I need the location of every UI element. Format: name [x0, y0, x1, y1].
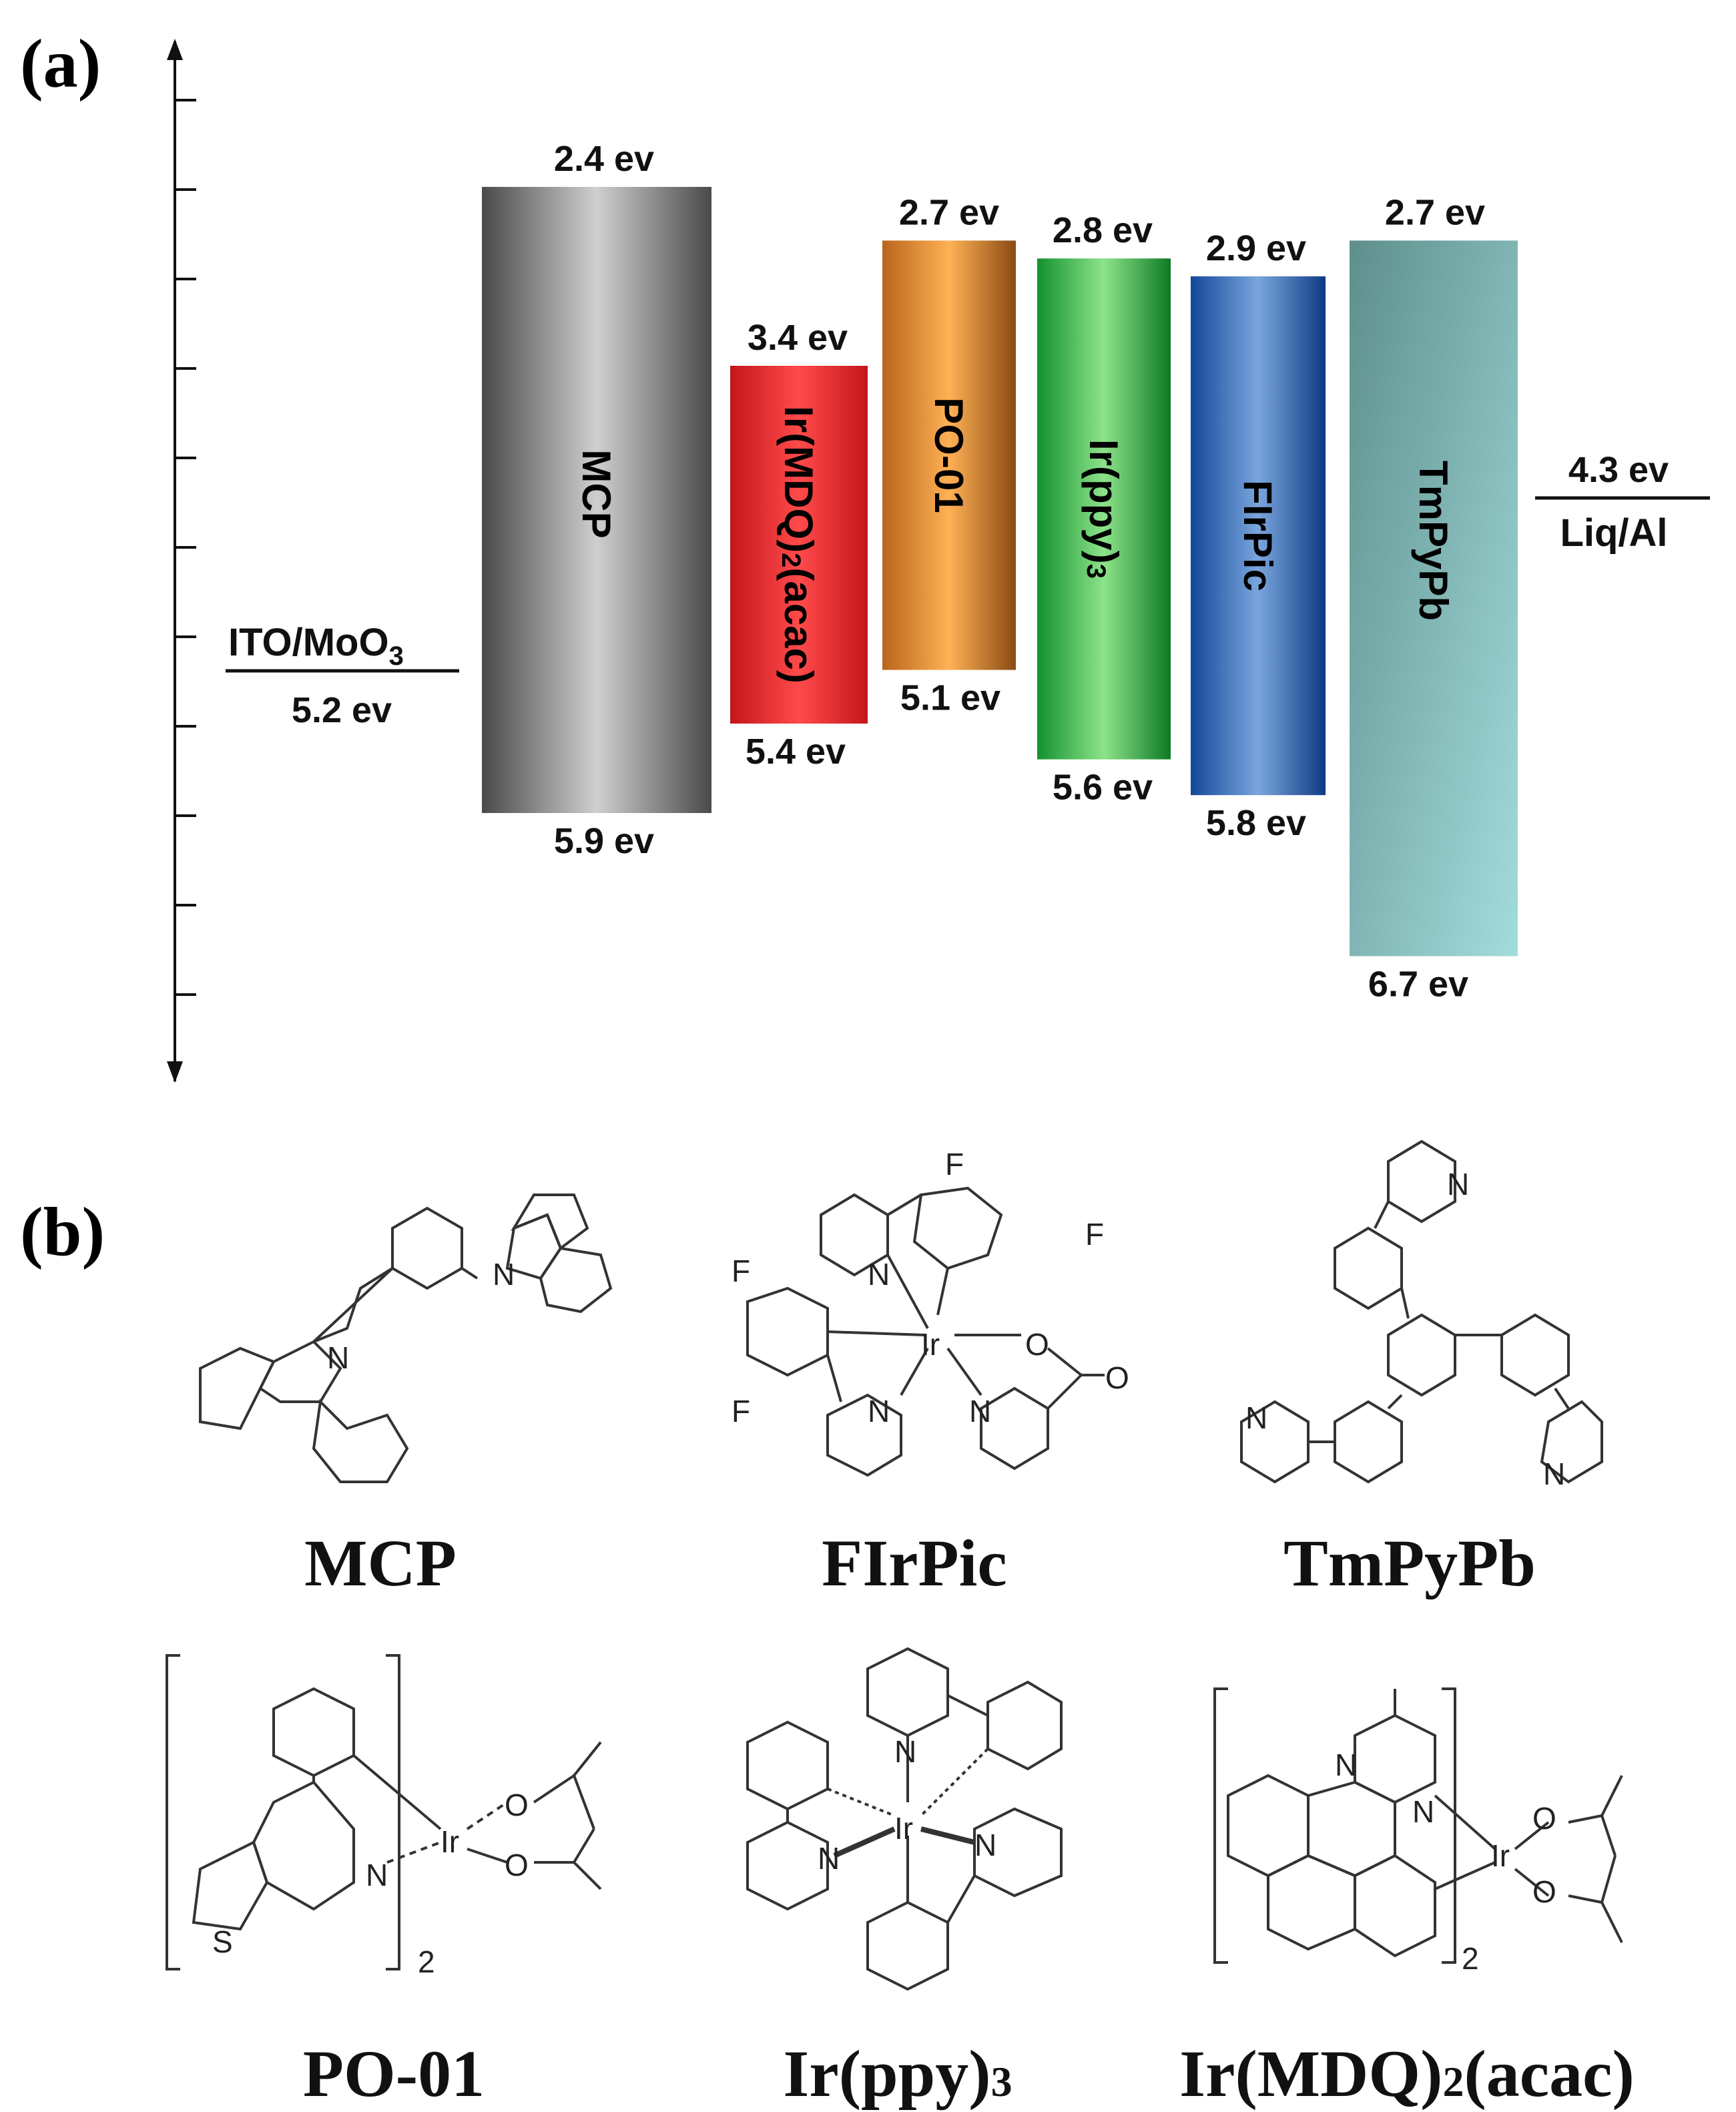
irmdq-n-atom-1: N [1335, 1748, 1357, 1782]
lumo-label-irppy3: 2.8 ev [1053, 210, 1153, 250]
irppy3-structure [746, 1647, 1063, 1991]
tmpypb-n-atom-1: N [1447, 1167, 1469, 1202]
firpic-n-atom-3: N [969, 1394, 991, 1428]
energy-bar-firpic [1191, 276, 1326, 796]
homo-label-irmdq2acac: 5.4 ev [746, 732, 846, 772]
bar-name-irppy3: Ir(ppy)3 [1081, 439, 1127, 579]
homo-label-po01: 5.1 ev [900, 678, 1000, 718]
firpic-ir-atom: Ir [921, 1327, 940, 1362]
energy-axis [167, 39, 196, 1083]
tmpypb-n-atom-2: N [1245, 1400, 1267, 1435]
tmpypb-n-atom-3: N [1543, 1457, 1565, 1491]
irmdq-n-atom-2: N [1412, 1794, 1434, 1829]
anode-level: ITO/MoO3 5.2 ev [226, 621, 459, 730]
po01-s-atom: S [212, 1924, 233, 1959]
po01-subscript: 2 [418, 1944, 435, 1979]
anode-value: 5.2 ev [292, 690, 392, 730]
bar-name-mcp: MCP [575, 449, 619, 538]
molecule-name-mcp: MCP [304, 1526, 457, 1600]
firpic-n-atom-2: N [868, 1394, 890, 1428]
firpic-o-atom-2: O [1105, 1360, 1129, 1395]
irmdq2acac-structure [1213, 1687, 1623, 1964]
po01-o-atom-2: O [505, 1848, 529, 1882]
energy-bar-po01 [882, 240, 1016, 670]
irppy3-n-atom-2: N [818, 1841, 840, 1876]
mcp-n-atom-1: N [493, 1257, 515, 1292]
po01-structure [166, 1654, 602, 1970]
lumo-label-firpic: 2.9 ev [1206, 228, 1306, 268]
irmdq-o-atom-1: O [1532, 1801, 1556, 1836]
lumo-label-tmpypb: 2.7 ev [1385, 192, 1485, 232]
bar-name-irmdq2acac: Ir(MDQ)2(acac) [776, 406, 822, 684]
energy-bar-tmpypb [1350, 240, 1518, 957]
mcp-structure [199, 1194, 613, 1483]
mcp-n-atom-2: N [327, 1340, 349, 1375]
irppy3-n-atom-3: N [974, 1828, 996, 1862]
bar-name-tmpypb: TmPyPb [1412, 461, 1456, 621]
po01-ir-atom: Ir [441, 1824, 459, 1859]
firpic-n-atom-1: N [868, 1257, 890, 1292]
panel-b-label: (b) [20, 1194, 105, 1270]
energy-bar-irppy3 [1037, 258, 1171, 760]
lumo-label-po01: 2.7 ev [899, 192, 999, 232]
molecule-name-po01: PO-01 [303, 2037, 485, 2111]
po01-o-atom-1: O [505, 1788, 529, 1822]
firpic-f-atom-3: F [732, 1254, 750, 1288]
homo-label-firpic: 5.8 ev [1206, 803, 1306, 843]
homo-label-mcp: 5.9 ev [554, 821, 654, 861]
bar-name-firpic: FIrPic [1236, 480, 1281, 591]
irmdq-subscript: 2 [1462, 1941, 1479, 1976]
energy-bar-irmdq2acac [730, 366, 868, 724]
firpic-f-atom-1: F [945, 1147, 964, 1181]
energy-bar-mcp [482, 187, 711, 813]
firpic-f-atom-2: F [1085, 1217, 1104, 1252]
tmpypb-structure [1240, 1139, 1603, 1484]
anode-name: ITO/MoO3 [228, 621, 404, 671]
lumo-label-mcp: 2.4 ev [554, 139, 654, 179]
cathode-name: Liq/Al [1560, 511, 1667, 555]
molecule-name-firpic: FIrPic [822, 1526, 1007, 1600]
panel-a-label: (a) [20, 25, 101, 102]
firpic-o-atom-1: O [1025, 1327, 1049, 1362]
firpic-structure [746, 1186, 1105, 1477]
irmdq-ir-atom: Ir [1491, 1838, 1510, 1873]
irmdq-o-atom-2: O [1532, 1874, 1556, 1909]
cathode-level: 4.3 ev Liq/Al [1535, 450, 1710, 555]
cathode-value: 4.3 ev [1568, 450, 1669, 490]
molecule-name-irppy3: Ir(ppy)3 [783, 2037, 1012, 2111]
homo-label-irppy3: 5.6 ev [1053, 768, 1153, 808]
lumo-label-irmdq2acac: 3.4 ev [748, 318, 848, 358]
molecule-name-irmdq2acac: Ir(MDQ)2(acac) [1179, 2037, 1635, 2111]
molecule-name-tmpypb: TmPyPb [1283, 1526, 1536, 1600]
irppy3-n-atom-1: N [894, 1734, 916, 1769]
bar-name-po01: PO-01 [927, 397, 972, 513]
irppy3-ir-atom: Ir [894, 1811, 913, 1846]
firpic-f-atom-4: F [732, 1394, 750, 1428]
homo-label-tmpypb: 6.7 ev [1368, 964, 1468, 1004]
po01-n-atom: N [366, 1858, 388, 1892]
